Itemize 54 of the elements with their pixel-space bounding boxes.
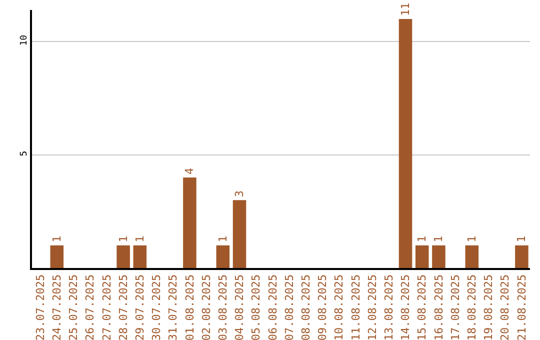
x-tick-label: 14.08.2025 (399, 274, 412, 340)
x-tick-label: 31.07.2025 (166, 274, 180, 340)
x-tick-label: 24.07.2025 (50, 274, 64, 340)
x-tick-label: 30.07.2025 (150, 274, 164, 340)
y-tick-label: 10 (19, 34, 30, 46)
data-label: 1 (432, 236, 446, 242)
bar (415, 245, 429, 268)
data-label: 1 (515, 236, 528, 242)
bar (232, 200, 246, 268)
x-tick-label: 29.07.2025 (133, 274, 146, 340)
x-tick-label: 28.07.2025 (116, 274, 130, 340)
x-tick-label: 19.08.2025 (482, 274, 496, 340)
x-tick-label: 10.08.2025 (332, 274, 346, 340)
bar (183, 177, 196, 268)
bar (398, 19, 412, 268)
data-label: 1 (465, 236, 478, 242)
data-label: 1 (216, 236, 230, 242)
bar (515, 245, 528, 268)
x-tick-label: 06.08.2025 (266, 274, 280, 340)
bar (432, 245, 446, 268)
x-tick-label: 25.07.2025 (67, 274, 80, 340)
x-tick-label: 13.08.2025 (382, 274, 396, 340)
data-label: 1 (116, 236, 130, 242)
bar (133, 245, 147, 268)
x-tick-label: 01.08.2025 (183, 274, 196, 340)
bar (50, 245, 64, 268)
x-tick-label: 26.07.2025 (84, 274, 97, 340)
x-tick-label: 23.07.2025 (34, 274, 47, 340)
x-tick-label: 12.08.2025 (366, 274, 379, 340)
x-tick-label: 20.08.2025 (498, 274, 512, 340)
x-tick-label: 11.08.2025 (349, 274, 362, 340)
y-tick-label: 5 (19, 150, 30, 156)
x-tick-label: 15.08.2025 (416, 274, 429, 340)
bar (465, 245, 479, 268)
data-label: 1 (416, 236, 429, 242)
x-tick-label: 03.08.2025 (216, 274, 230, 340)
x-tick-label: 09.08.2025 (316, 274, 330, 340)
x-tick-label: 05.08.2025 (250, 274, 263, 340)
x-tick-label: 21.08.2025 (515, 274, 528, 340)
data-label: 3 (233, 190, 246, 198)
x-tick-label: 16.08.2025 (432, 274, 446, 340)
x-tick-label: 27.07.2025 (100, 274, 114, 340)
x-tick-label: 17.08.2025 (448, 274, 462, 340)
data-label: 11 (399, 2, 412, 16)
x-tick-label: 08.08.2025 (299, 274, 312, 340)
data-label: 4 (183, 167, 196, 174)
bar (216, 245, 230, 268)
x-tick-label: 18.08.2025 (465, 274, 478, 340)
bar (116, 245, 130, 268)
x-tick-label: 04.08.2025 (233, 274, 246, 340)
data-label: 1 (133, 236, 146, 242)
x-tick-label: 02.08.2025 (200, 274, 213, 340)
x-tick-label: 07.08.2025 (282, 274, 296, 340)
data-label: 1 (50, 236, 64, 242)
